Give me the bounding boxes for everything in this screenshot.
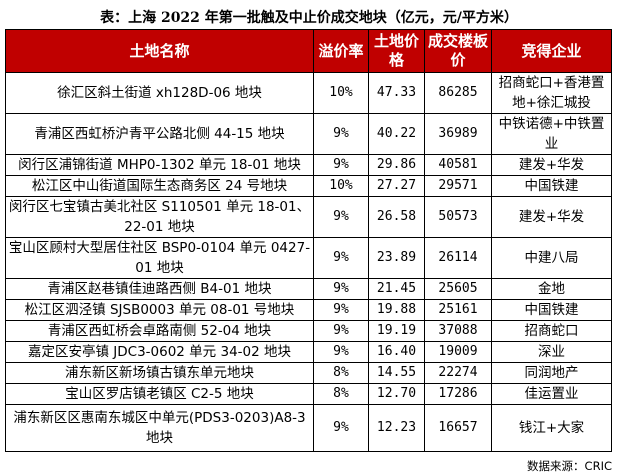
column-header-floor-price: 成交楼板价 [424, 29, 492, 73]
price-cell: 16.40 [368, 341, 425, 363]
premium-cell: 9% [313, 196, 369, 238]
table-row: 徐汇区斜土街道 xh128D-06 地块 10% 47.33 86285 招商蛇口+香港… [5, 72, 612, 114]
land-name-cell: 松江区中山街道国际生态商务区 24 号地块 [5, 175, 314, 197]
land-name-cell: 浦东新区区惠南东城区中单元(PDS3-0203)A8-3 地块 [5, 404, 314, 452]
premium-cell: 9% [313, 237, 369, 279]
winner-cell: 招商蛇口 [491, 320, 612, 342]
price-cell: 47.33 [368, 72, 425, 114]
table-row: 宝山区顾村大型居住社区 BSP0-0104 单元 0427-01 地块 9% 23.… [5, 237, 612, 279]
price-cell: 26.58 [368, 196, 425, 238]
table-header-row: 土地名称 溢价率 土地价格 成交楼板价 竞得企业 [5, 29, 612, 73]
land-name-cell: 嘉定区安亭镇 JDC3-0602 单元 34-02 地块 [5, 341, 314, 363]
winner-cell: 佳运置业 [491, 383, 612, 405]
winner-cell: 建发+华发 [491, 196, 612, 238]
land-name-cell: 青浦区西虹桥会卓路南侧 52-04 地块 [5, 320, 314, 342]
table-row: 青浦区西虹桥会卓路南侧 52-04 地块 9% 19.19 37088 招商蛇口 [5, 320, 612, 342]
land-name-cell: 宝山区罗店镇老镇区 C2-5 地块 [5, 383, 314, 405]
table-row: 松江区泗泾镇 SJSB0003 单元 08-01 号地块 9% 19.88 25161… [5, 299, 612, 321]
table-row: 青浦区西虹桥沪青平公路北侧 44-15 地块 9% 40.22 36989 中铁诺德+中… [5, 113, 612, 155]
column-header-price: 土地价格 [368, 29, 425, 73]
floor-price-cell: 19009 [424, 341, 492, 363]
premium-cell: 10% [313, 72, 369, 114]
winner-cell: 建发+华发 [491, 154, 612, 176]
price-cell: 40.22 [368, 113, 425, 155]
winner-cell: 同润地产 [491, 362, 612, 384]
floor-price-cell: 36989 [424, 113, 492, 155]
data-source: 数据来源：CRIC [527, 459, 612, 473]
premium-cell: 9% [313, 278, 369, 300]
floor-price-cell: 22274 [424, 362, 492, 384]
land-name-cell: 青浦区赵巷镇佳迪路西侧 B4-01 地块 [5, 278, 314, 300]
winner-cell: 钱江+大家 [491, 404, 612, 452]
table-row: 松江区中山街道国际生态商务区 24 号地块 10% 27.27 29571 中国铁建 [5, 175, 612, 197]
winner-cell: 金地 [491, 278, 612, 300]
column-header-name: 土地名称 [5, 29, 314, 73]
table-row: 闵行区浦锦街道 MHP0-1302 单元 18-01 地块 9% 29.86 4058… [5, 154, 612, 176]
floor-price-cell: 40581 [424, 154, 492, 176]
table-row: 青浦区赵巷镇佳迪路西侧 B4-01 地块 9% 21.45 25605 金地 [5, 278, 612, 300]
winner-cell: 中铁诺德+中铁置业 [491, 113, 612, 155]
floor-price-cell: 17286 [424, 383, 492, 405]
premium-cell: 9% [313, 320, 369, 342]
price-cell: 27.27 [368, 175, 425, 197]
price-cell: 29.86 [368, 154, 425, 176]
land-name-cell: 闵行区浦锦街道 MHP0-1302 单元 18-01 地块 [5, 154, 314, 176]
floor-price-cell: 26114 [424, 237, 492, 279]
table-row: 闵行区七宝镇古美北社区 S110501 单元 18-01、22-01 地块 9% 2… [5, 196, 612, 238]
column-header-premium: 溢价率 [313, 29, 369, 73]
table-row: 浦东新区新场镇古镇东单元地块 8% 14.55 22274 同润地产 [5, 362, 612, 384]
winner-cell: 深业 [491, 341, 612, 363]
premium-cell: 8% [313, 383, 369, 405]
price-cell: 19.88 [368, 299, 425, 321]
floor-price-cell: 25161 [424, 299, 492, 321]
price-cell: 12.23 [368, 404, 425, 452]
floor-price-cell: 16657 [424, 404, 492, 452]
price-cell: 21.45 [368, 278, 425, 300]
premium-cell: 9% [313, 341, 369, 363]
table-title: 表：上海 2022 年第一批触及中止价成交地块（亿元，元/平方米） [100, 10, 518, 26]
price-cell: 23.89 [368, 237, 425, 279]
land-name-cell: 浦东新区新场镇古镇东单元地块 [5, 362, 314, 384]
winner-cell: 中国铁建 [491, 175, 612, 197]
land-deals-table: 土地名称 溢价率 土地价格 成交楼板价 竞得企业 徐汇区斜土街道 xh128D-… [5, 29, 612, 452]
land-name-cell: 闵行区七宝镇古美北社区 S110501 单元 18-01、22-01 地块 [5, 196, 314, 238]
premium-cell: 9% [313, 299, 369, 321]
premium-cell: 9% [313, 404, 369, 452]
price-cell: 14.55 [368, 362, 425, 384]
floor-price-cell: 50573 [424, 196, 492, 238]
floor-price-cell: 86285 [424, 72, 492, 114]
winner-cell: 招商蛇口+香港置地+徐汇城投 [491, 72, 612, 114]
land-name-cell: 宝山区顾村大型居住社区 BSP0-0104 单元 0427-01 地块 [5, 237, 314, 279]
land-name-cell: 青浦区西虹桥沪青平公路北侧 44-15 地块 [5, 113, 314, 155]
winner-cell: 中建八局 [491, 237, 612, 279]
premium-cell: 9% [313, 113, 369, 155]
premium-cell: 9% [313, 154, 369, 176]
premium-cell: 10% [313, 175, 369, 197]
winner-cell: 中国铁建 [491, 299, 612, 321]
table-row: 浦东新区区惠南东城区中单元(PDS3-0203)A8-3 地块 9% 12.23 16… [5, 404, 612, 452]
price-cell: 12.70 [368, 383, 425, 405]
column-header-winner: 竞得企业 [491, 29, 612, 73]
land-name-cell: 松江区泗泾镇 SJSB0003 单元 08-01 号地块 [5, 299, 314, 321]
price-cell: 19.19 [368, 320, 425, 342]
premium-cell: 8% [313, 362, 369, 384]
floor-price-cell: 25605 [424, 278, 492, 300]
floor-price-cell: 29571 [424, 175, 492, 197]
table-row: 嘉定区安亭镇 JDC3-0602 单元 34-02 地块 9% 16.40 19009… [5, 341, 612, 363]
floor-price-cell: 37088 [424, 320, 492, 342]
table-row: 宝山区罗店镇老镇区 C2-5 地块 8% 12.70 17286 佳运置业 [5, 383, 612, 405]
land-name-cell: 徐汇区斜土街道 xh128D-06 地块 [5, 72, 314, 114]
